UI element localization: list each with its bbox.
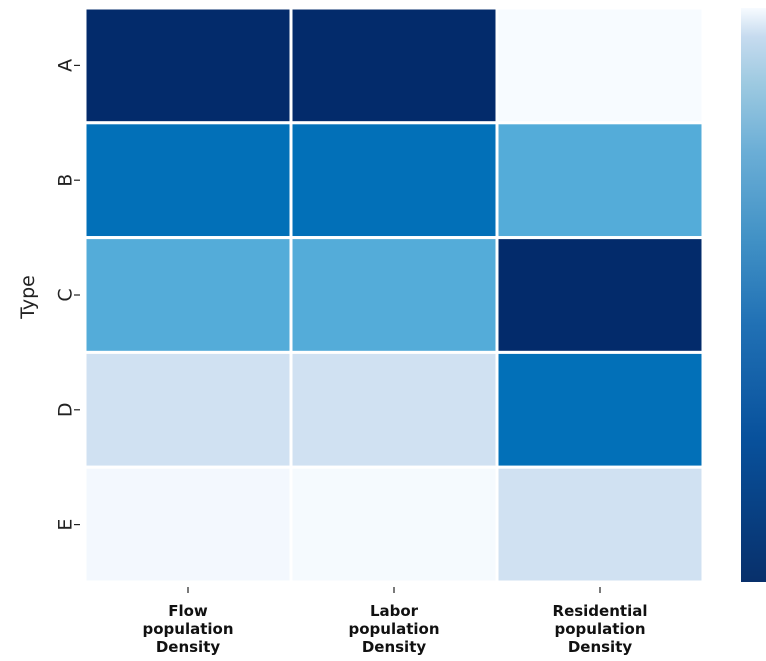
heatmap-cell-E-2 [289,465,499,584]
x-tick-label: Residential population Density [553,602,648,656]
heatmap-cell-B-3 [495,121,705,240]
heatmap-cell-D-1 [83,350,293,469]
x-tick-label: Flow population Density [142,602,233,656]
heatmap-cell-C-3 [495,236,705,354]
heatmap-cell-C-2 [289,236,499,354]
heatmap-cell-A-1 [83,6,293,125]
heatmap-cell-C-1 [83,236,293,354]
x-axis: Flow population Density Labor population Dens… [142,587,647,656]
heatmap-cell-D-2 [289,350,499,469]
heatmap-cell-B-2 [289,121,499,240]
colorbar [741,8,766,582]
heatmap-cell-E-1 [83,465,293,584]
heatmap-cell-B-1 [83,121,293,240]
heatmap-cell-A-2 [289,6,499,125]
y-axis: A B C D E [55,59,80,531]
heatmap-cell-A-3 [495,6,705,125]
y-tick-label: E [55,519,77,531]
heatmap-cells [83,6,705,584]
heatmap-cell-D-3 [495,350,705,469]
x-tick-label: Labor population Density [348,602,439,656]
y-tick-label: C [55,288,77,301]
y-axis-title: Type [17,275,39,320]
y-tick-label: D [55,402,77,417]
y-tick-label: B [55,174,77,187]
heatmap-cell-E-3 [495,465,705,584]
y-tick-label: A [55,59,77,72]
